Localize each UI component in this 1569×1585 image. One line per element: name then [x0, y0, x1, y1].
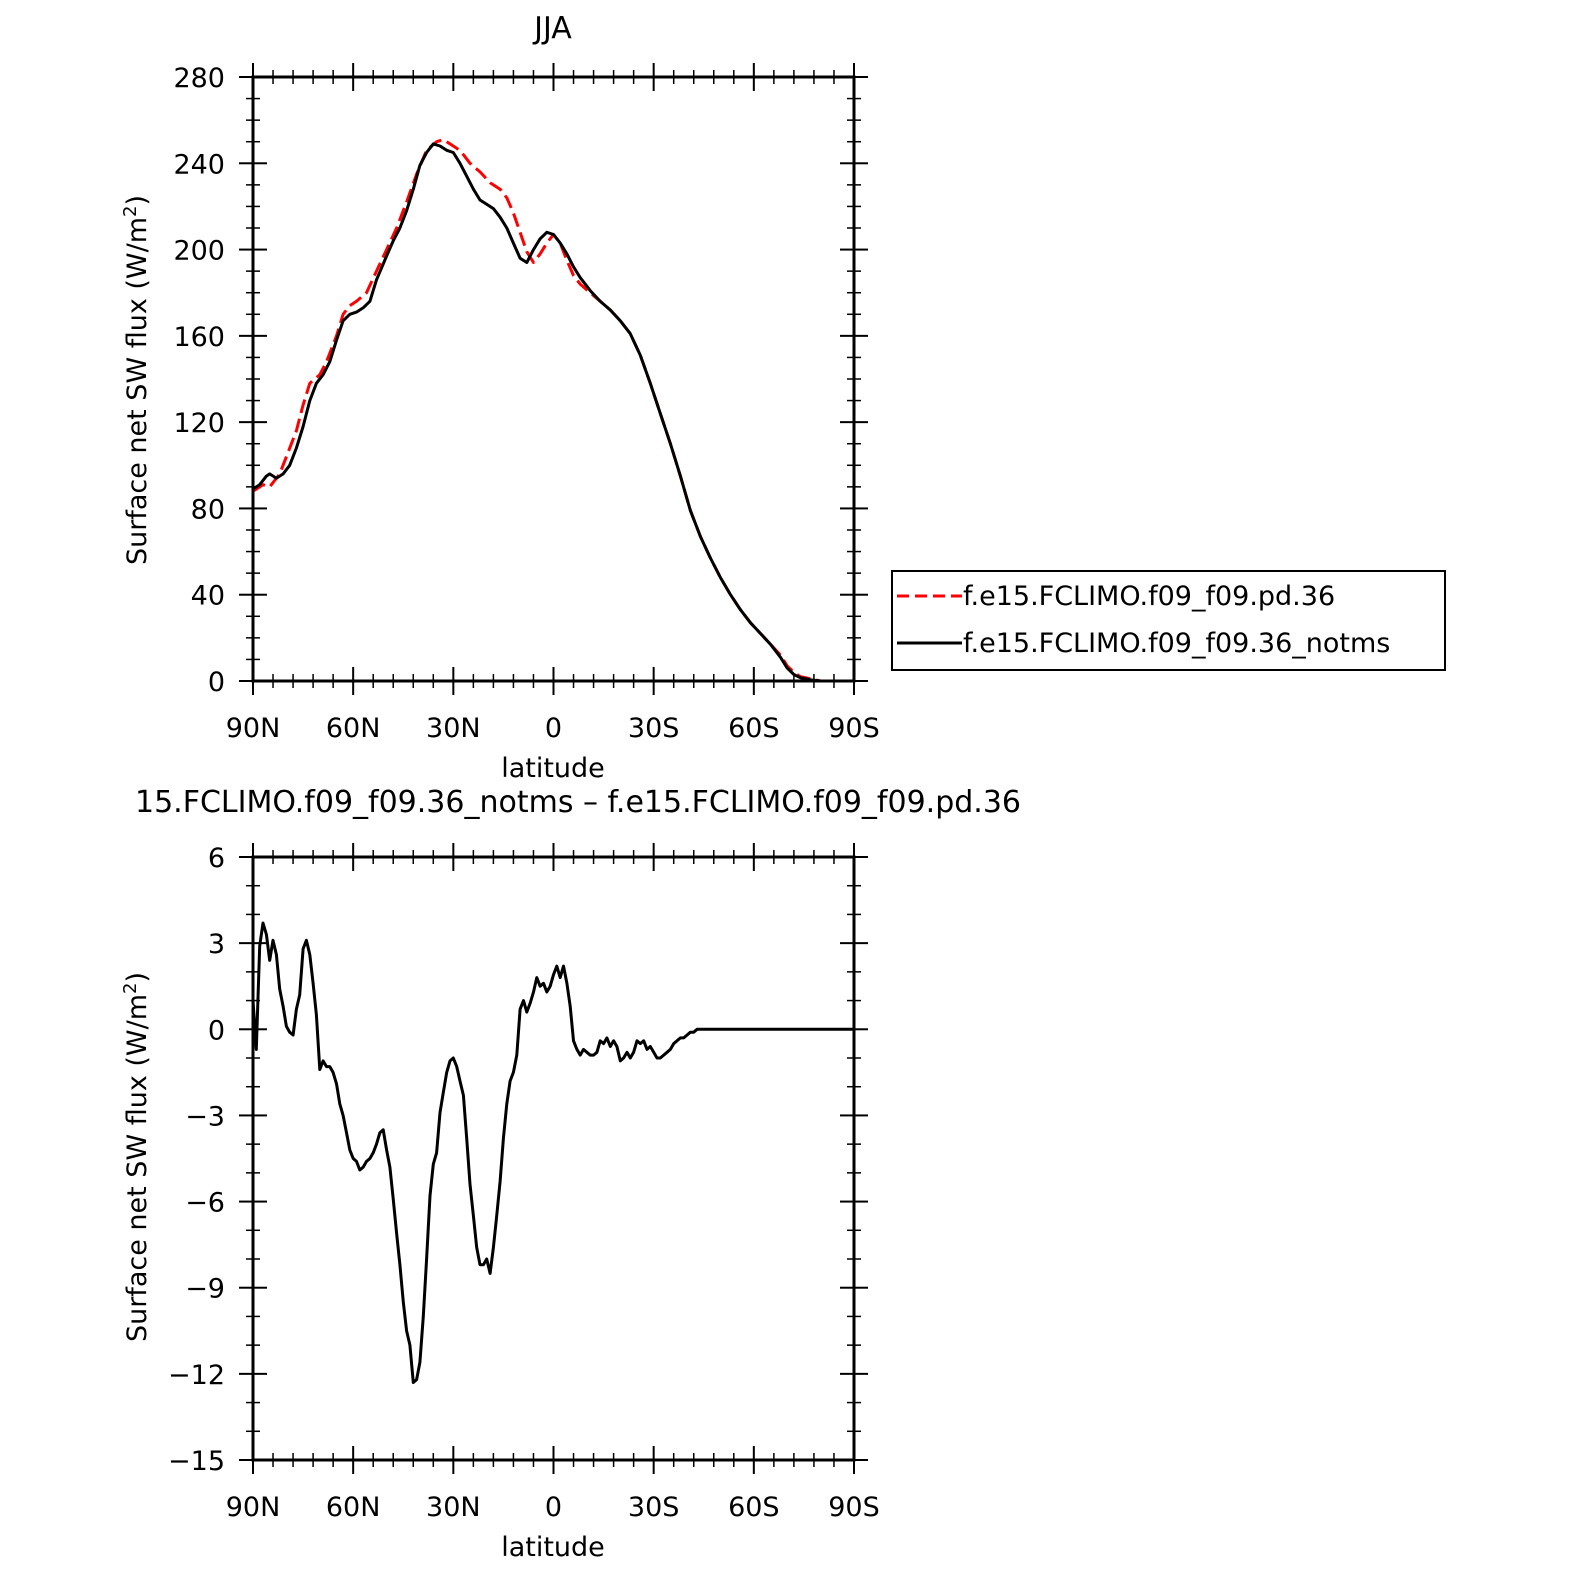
y-tick-label: 160 — [173, 322, 225, 353]
series-line-1-0 — [251, 921, 854, 1384]
y-tick-label: −12 — [168, 1360, 225, 1391]
bottom-panel: 15.FCLIMO.f09_f09.36_notms – f.e15.FCLIM… — [120, 785, 1021, 1563]
top-panel-y-axis-title-main: Surface net SW flux (W/m — [122, 217, 153, 565]
top-panel-y-axis-title-end: ) — [122, 195, 153, 206]
x-tick-label: 90N — [226, 1492, 281, 1523]
bottom-panel-x-axis-title: latitude — [501, 1532, 605, 1563]
top-panel-series — [252, 138, 854, 683]
x-tick-label: 90S — [828, 713, 880, 744]
legend-label-notms: f.e15.FCLIMO.f09_f09.36_notms — [963, 628, 1390, 659]
top-panel-y-axis-title: Surface net SW flux (W/m2) — [120, 195, 153, 565]
y-tick-label: 80 — [191, 494, 225, 525]
x-tick-label: 60S — [728, 713, 780, 744]
x-tick-label: 30N — [426, 713, 481, 744]
y-tick-label: 0 — [208, 1015, 225, 1046]
top-panel-title: JJA — [532, 11, 572, 46]
bottom-panel-tick-labels: 90N 60N 30N 0 30S 60S 90S −15 −12 −9 −6 −3 0 3 6 — [168, 843, 880, 1523]
y-tick-label: 240 — [173, 149, 225, 180]
x-tick-label: 60N — [326, 713, 381, 744]
legend-label-pd36: f.e15.FCLIMO.f09_f09.pd.36 — [963, 581, 1335, 612]
y-tick-label: 3 — [208, 929, 225, 960]
y-tick-label: 200 — [173, 236, 225, 267]
series-line-0-1 — [252, 142, 854, 683]
bottom-panel-plot-frame — [251, 855, 856, 1462]
top-panel: JJA 90N 60N 30N 0 30S 60S 90S 0 40 80 120 160 200 240… — [120, 11, 880, 784]
top-panel-ticks — [239, 63, 868, 695]
x-tick-label: 30S — [628, 713, 680, 744]
x-tick-label: 90S — [828, 1492, 880, 1523]
y-tick-label: 280 — [173, 63, 225, 94]
legend: f.e15.FCLIMO.f09_f09.pd.36 f.e15.FCLIMO.… — [891, 570, 1446, 671]
bottom-panel-y-axis-title-main: Surface net SW flux (W/m — [122, 994, 153, 1342]
bottom-panel-ticks — [239, 843, 868, 1474]
x-tick-label: 30N — [426, 1492, 481, 1523]
x-tick-label: 60N — [326, 1492, 381, 1523]
y-tick-label: −3 — [185, 1101, 225, 1132]
y-tick-label: −9 — [185, 1274, 225, 1305]
x-tick-label: 90N — [226, 713, 281, 744]
x-tick-label: 60S — [728, 1492, 780, 1523]
x-tick-label: 0 — [545, 1492, 562, 1523]
bottom-panel-y-axis-title-sup: 2 — [120, 983, 141, 994]
top-panel-y-axis-title-sup: 2 — [120, 206, 141, 217]
y-tick-label: 6 — [208, 843, 225, 874]
bottom-panel-y-axis-title: Surface net SW flux (W/m2) — [120, 972, 153, 1342]
y-tick-label: 0 — [208, 667, 225, 698]
x-tick-label: 0 — [545, 713, 562, 744]
legend-box — [891, 570, 1446, 671]
top-panel-plot-frame — [251, 75, 856, 683]
y-tick-label: 120 — [173, 408, 225, 439]
bottom-panel-series — [251, 921, 854, 1384]
y-tick-label: 40 — [191, 581, 225, 612]
series-line-0-0 — [252, 138, 854, 683]
y-tick-label: −15 — [168, 1446, 225, 1477]
top-panel-tick-labels: 90N 60N 30N 0 30S 60S 90S 0 40 80 120 160 200 240 280 — [173, 63, 879, 744]
x-tick-label: 30S — [628, 1492, 680, 1523]
bottom-panel-y-axis-title-end: ) — [122, 972, 153, 983]
bottom-panel-title: 15.FCLIMO.f09_f09.36_notms – f.e15.FCLIM… — [135, 785, 1021, 820]
y-tick-label: −6 — [185, 1188, 225, 1219]
top-panel-x-axis-title: latitude — [501, 753, 605, 784]
